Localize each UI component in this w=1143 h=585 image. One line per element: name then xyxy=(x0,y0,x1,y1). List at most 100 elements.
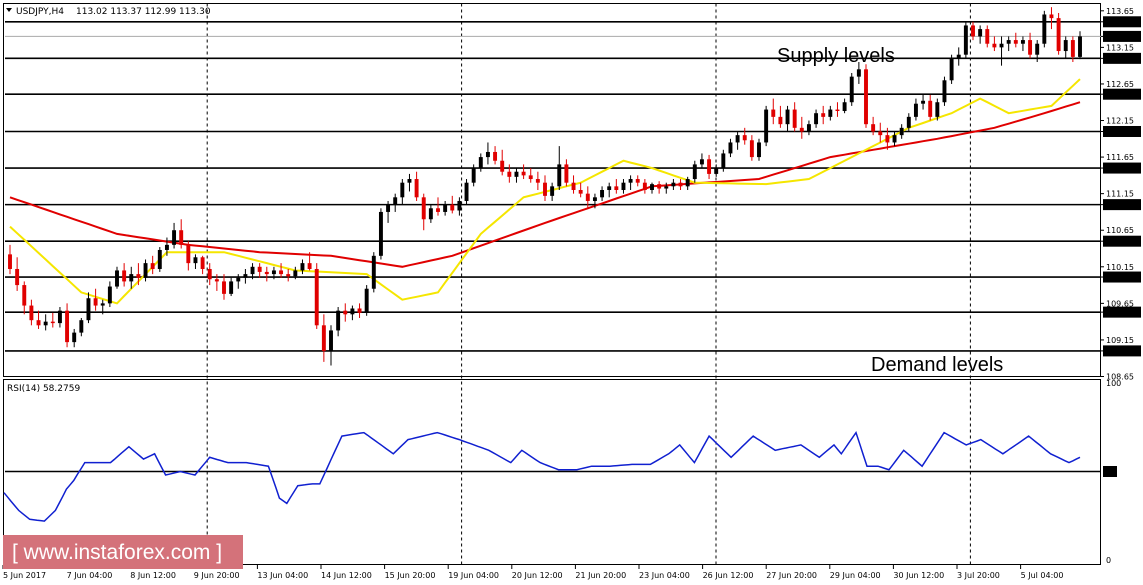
candle-body xyxy=(942,80,947,103)
candle-body xyxy=(193,257,198,264)
candle-body xyxy=(100,303,105,306)
candle-body xyxy=(8,254,12,269)
candle-body xyxy=(250,266,255,275)
time-axis: 5 Jun 2017 7 Jun 04:00 8 Jun 12:00 9 Jun 20… xyxy=(2,565,1063,580)
candle-body xyxy=(699,159,704,165)
time-label: 3 Jul 20:00 xyxy=(957,571,1000,580)
candle-body xyxy=(43,321,48,326)
candle-body xyxy=(1056,18,1061,52)
symbol-label: USDJPY,H4 xyxy=(16,7,64,17)
price-label: 112.65 xyxy=(1106,80,1134,89)
candle-body xyxy=(1070,40,1075,57)
candle-body xyxy=(871,124,876,132)
candle-body xyxy=(72,332,77,343)
candle-body xyxy=(286,274,291,277)
candle-body xyxy=(229,281,234,294)
candle-body xyxy=(186,244,191,264)
candle-body xyxy=(721,153,726,169)
candle-body xyxy=(885,135,890,143)
candle-body xyxy=(393,197,398,205)
candle-body xyxy=(614,186,619,190)
candle-body xyxy=(1028,40,1033,55)
price-label: 111.15 xyxy=(1106,190,1134,199)
candle-body xyxy=(757,142,761,158)
rsi-group xyxy=(3,430,1101,522)
candle-body xyxy=(678,182,683,187)
candle-body xyxy=(650,184,654,190)
watermark-text[interactable]: [ www.instaforex.com ] xyxy=(12,541,222,564)
candle-body xyxy=(378,211,383,256)
demand-levels-label: Demand levels xyxy=(871,354,1003,376)
candle-body xyxy=(1013,40,1018,44)
price-label: 111.65 xyxy=(1106,153,1134,162)
candle-body xyxy=(557,164,562,187)
price-label: 112.51 xyxy=(1106,90,1134,99)
supply-levels-label: Supply levels xyxy=(777,45,895,67)
candle-body xyxy=(999,43,1004,48)
candle-body xyxy=(856,69,861,77)
candle-body xyxy=(814,113,819,125)
candle-body xyxy=(329,330,333,351)
rsi-label: 100 xyxy=(1106,379,1121,388)
rsi-label: 0 xyxy=(1106,556,1111,565)
candle-body xyxy=(792,109,797,128)
candle-body xyxy=(728,142,733,154)
price-label: 113.15 xyxy=(1106,43,1134,52)
candle-body xyxy=(400,182,405,198)
candle-body xyxy=(978,29,983,37)
candle-body xyxy=(578,190,583,194)
price-tag-box xyxy=(1103,235,1141,247)
candle-body xyxy=(521,171,526,176)
candle-body xyxy=(371,255,376,289)
candle-body xyxy=(150,263,155,269)
candle-body xyxy=(971,25,975,37)
candle-body xyxy=(1020,40,1025,44)
candle-body xyxy=(357,308,362,313)
candle-body xyxy=(478,157,483,169)
candle-body xyxy=(129,274,134,282)
rsi-line xyxy=(3,430,1081,522)
candle-body xyxy=(828,109,833,117)
candle-body xyxy=(607,186,612,190)
price-label: 110.15 xyxy=(1106,263,1134,272)
candle-body xyxy=(321,325,326,351)
candle-body xyxy=(921,100,926,104)
price-label: 109.00 xyxy=(1106,347,1134,356)
candles xyxy=(8,7,1082,366)
price-label: 112.15 xyxy=(1106,117,1134,126)
time-label: 5 Jun 2017 xyxy=(3,571,46,580)
candle-body xyxy=(564,164,569,183)
price-label: 109.53 xyxy=(1106,308,1134,317)
candle-body xyxy=(785,109,790,125)
candle-body xyxy=(22,285,27,306)
candle-body xyxy=(671,182,676,187)
price-tag-box xyxy=(1103,30,1141,42)
candle-body xyxy=(157,249,162,269)
time-label: 19 Jun 04:00 xyxy=(448,571,499,580)
candle-body xyxy=(1063,40,1068,52)
candle-body xyxy=(1049,14,1054,19)
price-axis: 113.65113.50113.30113.15113.00112.65112.… xyxy=(1101,7,1141,382)
horizontal-levels xyxy=(5,20,1101,352)
price-tag-box xyxy=(1103,52,1141,64)
candle-body xyxy=(535,179,540,183)
candle-body xyxy=(835,109,840,112)
candle-body xyxy=(386,204,391,212)
candle-body xyxy=(642,182,647,190)
candle-body xyxy=(65,310,70,343)
candle-body xyxy=(29,305,34,321)
candle-body xyxy=(279,270,284,275)
time-label: 21 Jun 20:00 xyxy=(575,571,626,580)
candle-body xyxy=(36,320,41,326)
candle-body xyxy=(164,244,169,250)
candle-body xyxy=(528,175,533,180)
candle-body xyxy=(628,179,633,183)
candle-body xyxy=(913,103,918,117)
price-tag-box xyxy=(1103,306,1141,318)
triangle-down-icon[interactable] xyxy=(6,8,12,12)
candle-body xyxy=(1042,14,1047,44)
candle-body xyxy=(714,168,719,174)
candle-body xyxy=(985,29,990,44)
candle-body xyxy=(764,109,769,143)
price-tag-box xyxy=(1103,345,1141,357)
